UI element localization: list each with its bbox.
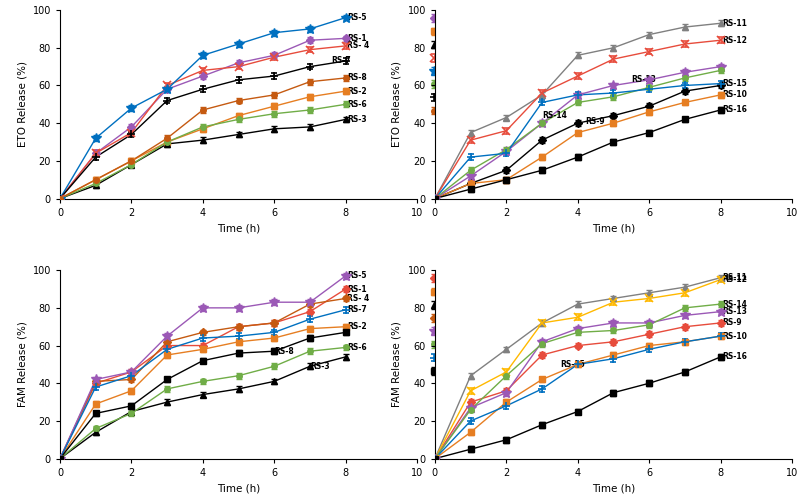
Legend: RS-1, RS-2, RS-3, RS-4, RS-5, RS-6, RS-7, RS-8: RS-1, RS-2, RS-3, RS-4, RS-5, RS-6, RS-7…	[425, 274, 465, 375]
Text: RS-3: RS-3	[347, 115, 367, 124]
Text: RS-16: RS-16	[722, 105, 747, 114]
Text: RS-8: RS-8	[347, 74, 367, 83]
Y-axis label: FAM Release (%): FAM Release (%)	[17, 322, 27, 407]
Text: RS-15: RS-15	[560, 360, 585, 369]
Text: RS- 4: RS- 4	[347, 41, 370, 50]
Text: RS-5: RS-5	[347, 13, 367, 22]
Text: RS-6: RS-6	[347, 343, 367, 352]
Text: RS-11: RS-11	[722, 19, 747, 28]
Text: RS-1: RS-1	[347, 285, 367, 293]
X-axis label: Time (h): Time (h)	[592, 223, 635, 233]
Text: RS-12: RS-12	[722, 275, 747, 284]
Text: RS-15: RS-15	[722, 79, 747, 88]
Text: RS-2: RS-2	[347, 87, 367, 96]
Text: RS-7: RS-7	[347, 305, 367, 314]
Text: RS-9: RS-9	[722, 319, 742, 328]
Text: RS-7: RS-7	[331, 56, 351, 66]
X-axis label: Time (h): Time (h)	[217, 223, 260, 233]
Text: RS-3: RS-3	[310, 362, 330, 371]
Text: RS- 4: RS- 4	[347, 294, 370, 303]
Text: RS-2: RS-2	[347, 322, 367, 331]
Text: RS-8: RS-8	[274, 347, 294, 356]
Text: RS-6: RS-6	[347, 100, 367, 109]
Text: RS-16: RS-16	[722, 352, 747, 361]
Text: RS-1: RS-1	[347, 34, 367, 43]
Text: RS-13: RS-13	[722, 307, 747, 316]
Y-axis label: ETO Release (%): ETO Release (%)	[17, 61, 27, 147]
Text: RS-14: RS-14	[722, 299, 747, 308]
Text: RS-9: RS-9	[585, 117, 605, 126]
X-axis label: Time (h): Time (h)	[592, 483, 635, 493]
Y-axis label: FAM Release (%): FAM Release (%)	[392, 322, 402, 407]
Text: RS-10: RS-10	[722, 332, 747, 341]
Text: RS-14: RS-14	[542, 111, 567, 120]
Y-axis label: ETO Release (%): ETO Release (%)	[392, 61, 402, 147]
Text: RS-11: RS-11	[722, 273, 747, 282]
X-axis label: Time (h): Time (h)	[217, 483, 260, 493]
Text: RS-13: RS-13	[631, 75, 656, 84]
Legend: RS-1, RS-2, RS-3, RS-4, RS-5, RS-6, RS-7, RS-8: RS-1, RS-2, RS-3, RS-4, RS-5, RS-6, RS-7…	[425, 14, 465, 115]
Text: RS-5: RS-5	[347, 271, 367, 280]
Text: RS-12: RS-12	[722, 36, 747, 45]
Text: RS-10: RS-10	[722, 90, 747, 99]
